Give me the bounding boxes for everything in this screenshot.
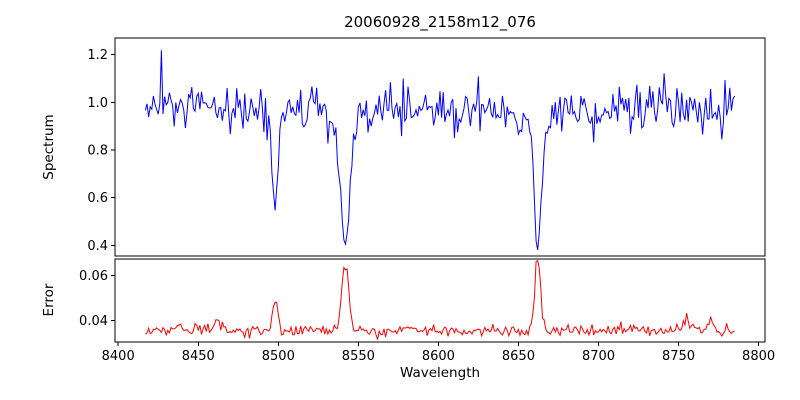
x-tick-label: 8600 [422, 349, 455, 364]
x-tick-label: 8450 [182, 349, 215, 364]
x-axis-label: Wavelength [399, 365, 481, 381]
x-tick-label: 8650 [502, 349, 535, 364]
y-tick-label: 1.2 [87, 48, 108, 63]
error-line [145, 259, 735, 340]
x-tick-label: 8700 [582, 349, 615, 364]
x-tick-label: 8800 [742, 349, 775, 364]
y-tick-label: 0.4 [87, 239, 108, 254]
spectrum-line [144, 50, 736, 250]
chart-title: 20060928_2158m12_076 [344, 13, 536, 31]
x-tick-label: 8400 [102, 349, 135, 364]
y-tick-label: 0.04 [79, 314, 108, 329]
y-axis-label-error: Error [41, 283, 57, 317]
x-tick-label: 8750 [662, 349, 695, 364]
x-tick-label: 8500 [262, 349, 295, 364]
y-axis-label-spectrum: Spectrum [41, 114, 57, 180]
y-tick-label: 0.6 [87, 191, 108, 206]
spectrum-axes-frame [114, 37, 766, 257]
error-axes-frame [114, 258, 766, 343]
y-tick-label: 0.8 [87, 143, 108, 158]
x-tick-label: 8550 [342, 349, 375, 364]
y-tick-label: 1.0 [87, 96, 108, 111]
y-tick-label: 0.06 [79, 269, 108, 284]
